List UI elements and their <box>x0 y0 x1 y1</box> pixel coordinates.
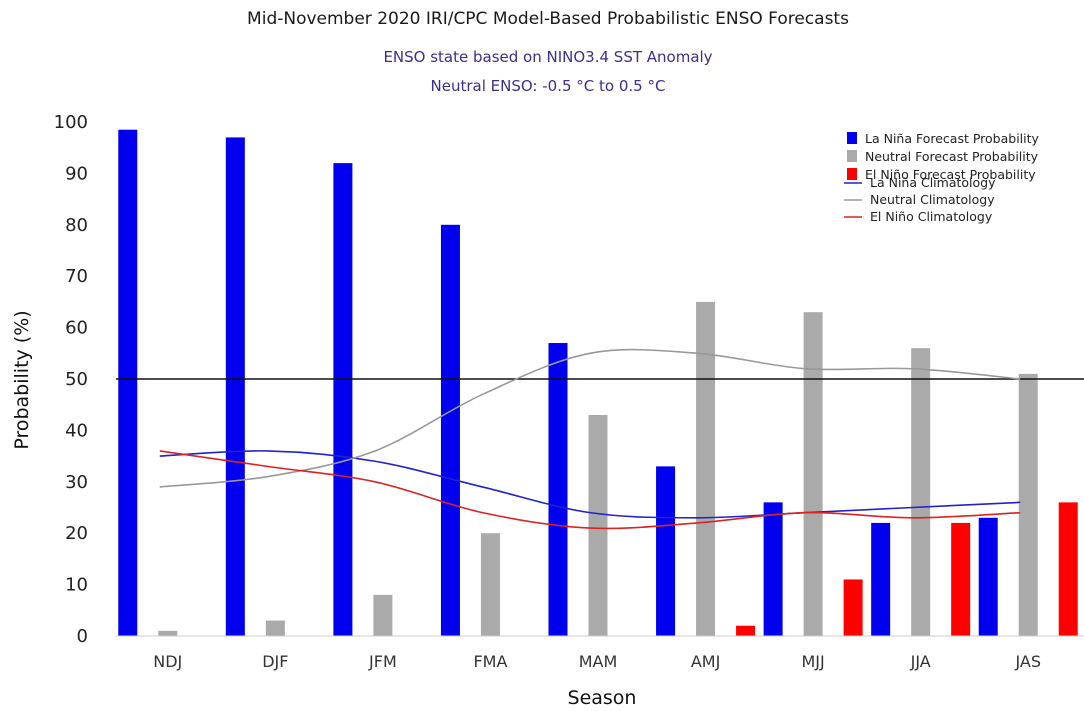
y-axis-label: Probability (%) <box>11 310 33 449</box>
neutral-bar-djf <box>265 620 285 636</box>
y-tick-label: 100 <box>54 112 88 133</box>
chart-subtitle-line-1: ENSO state based on NINO3.4 SST Anomaly <box>383 48 712 66</box>
y-tick-label: 50 <box>65 369 88 390</box>
x-axis-label: Season <box>568 687 637 709</box>
neutral-bar-jja <box>911 348 931 636</box>
y-tick-label: 70 <box>65 266 88 287</box>
la-nina-bar-djf <box>225 137 245 637</box>
el-nino-bar-jas <box>1058 502 1078 636</box>
el-nino-climatology-line <box>159 450 1021 530</box>
legend-el-nino-forecast-swatch <box>847 168 857 180</box>
y-tick-label: 80 <box>65 215 88 236</box>
legend-el-nino-climatology-label: El Niño Climatology <box>870 209 993 224</box>
la-nina-bar-ndj <box>118 129 138 636</box>
x-tick-label-djf: DJF <box>262 652 288 671</box>
x-tick-label-jja: JJA <box>910 652 931 671</box>
la-nina-bar-jas <box>978 517 998 636</box>
plot-area: 0 10 20 30 40 50 60 70 80 90 100 NDJ DJF JFM FMA MAM AMJ… <box>54 112 1084 671</box>
la-nina-bar-fma <box>440 224 460 637</box>
legend: La Niña Forecast Probability Neutral Fore… <box>844 131 1040 224</box>
x-tick-label-jas: JAS <box>1014 652 1041 671</box>
la-nina-bar-jfm <box>333 163 353 636</box>
la-nina-bar-mjj <box>763 502 783 636</box>
chart-title: Mid-November 2020 IRI/CPC Model-Based Pr… <box>247 9 849 29</box>
el-nino-bar-jja <box>951 522 971 636</box>
y-tick-label: 30 <box>65 472 88 493</box>
legend-neutral-forecast-label: Neutral Forecast Probability <box>865 149 1039 164</box>
x-tick-label-ndj: NDJ <box>153 652 182 671</box>
legend-la-nina-climatology-label: La Niña Climatology <box>870 175 996 190</box>
neutral-bar-amj <box>696 301 716 636</box>
x-tick-label-jfm: JFM <box>368 652 397 671</box>
chart-subtitle-line-2: Neutral ENSO: -0.5 °C to 0.5 °C <box>431 77 666 95</box>
neutral-bar-jas <box>1018 373 1038 636</box>
legend-el-nino-forecast-label: El Niño Forecast Probability <box>865 167 1036 182</box>
legend-neutral-climatology-label: Neutral Climatology <box>870 192 995 207</box>
neutral-bar-ndj <box>158 630 178 636</box>
y-tick-label: 10 <box>65 575 88 596</box>
x-tick-label-fma: FMA <box>473 652 507 671</box>
la-nina-bar-mam <box>548 343 568 636</box>
legend-la-nina-forecast-swatch <box>847 132 857 144</box>
legend-neutral-forecast-swatch <box>847 150 857 162</box>
x-tick-label-amj: AMJ <box>691 652 720 671</box>
la-nina-bar-amj <box>656 466 676 636</box>
y-tick-label: 20 <box>65 523 88 544</box>
x-tick-label-mam: MAM <box>579 652 618 671</box>
x-tick-label-mjj: MJJ <box>801 652 824 671</box>
el-nino-bar-amj <box>736 625 756 636</box>
y-tick-label: 0 <box>77 626 88 647</box>
y-tick-label: 60 <box>65 318 88 339</box>
la-nina-climatology-line <box>159 450 1021 519</box>
la-nina-bar-jja <box>871 522 891 636</box>
legend-la-nina-forecast-label: La Niña Forecast Probability <box>865 131 1040 146</box>
el-nino-bar-mjj <box>843 579 863 636</box>
neutral-bar-jfm <box>373 594 393 636</box>
neutral-bar-mjj <box>803 312 823 636</box>
neutral-bar-fma <box>480 533 500 636</box>
y-tick-label: 40 <box>65 420 88 441</box>
neutral-bar-mam <box>588 414 608 636</box>
y-tick-label: 90 <box>65 163 88 184</box>
